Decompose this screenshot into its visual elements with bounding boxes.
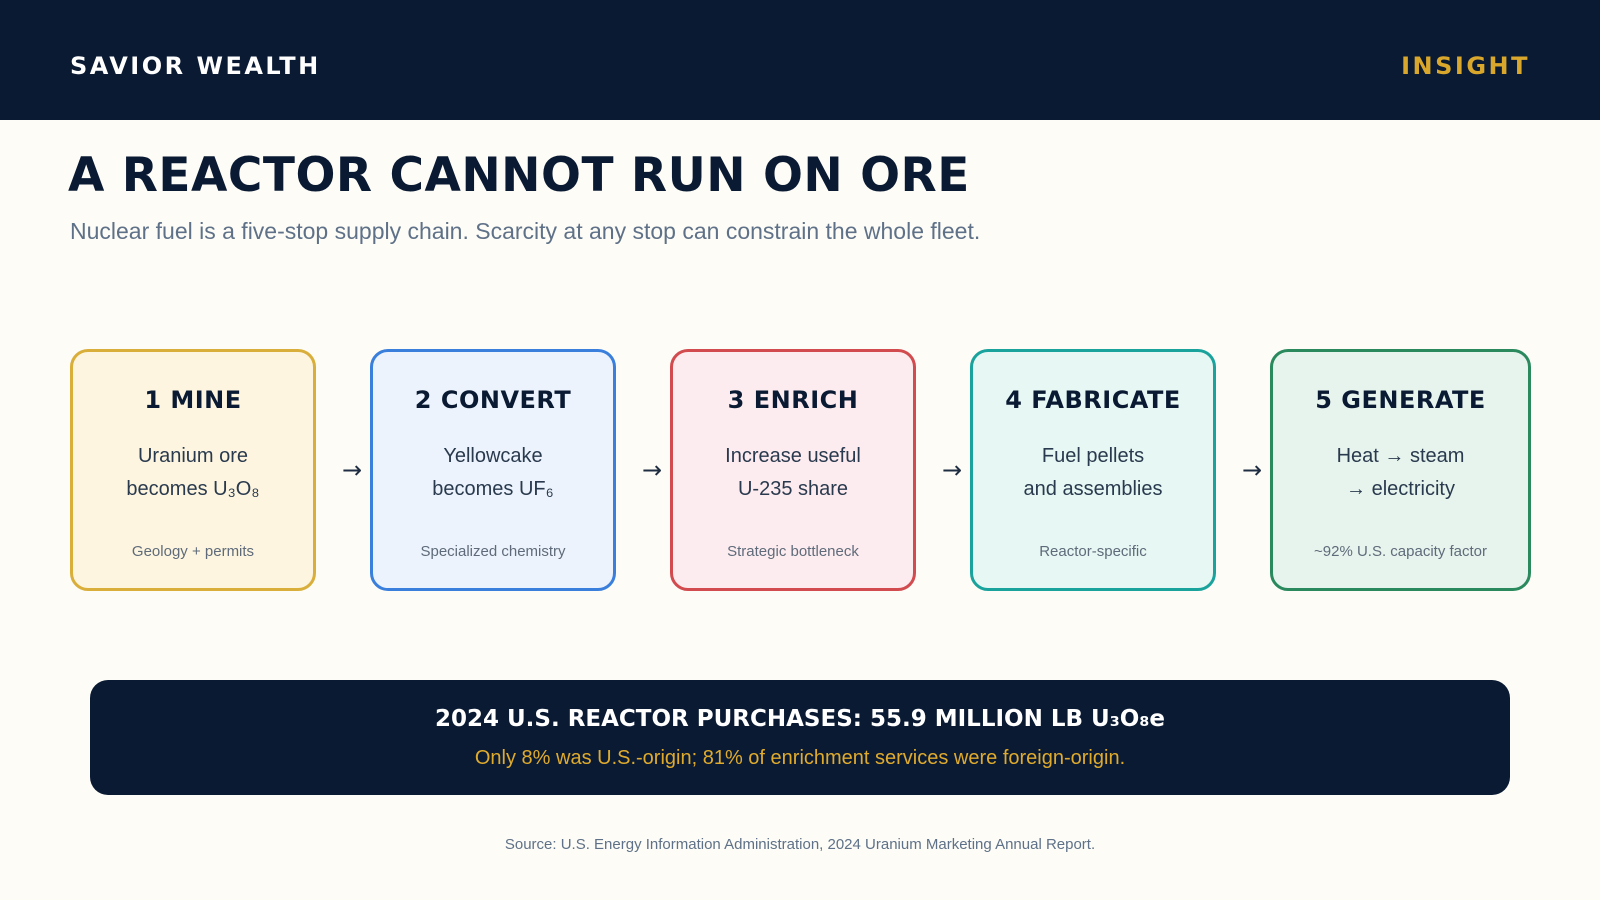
step-title: 4 FABRICATE bbox=[1005, 386, 1181, 414]
step-title: 3 ENRICH bbox=[727, 386, 859, 414]
step-note: Strategic bottleneck bbox=[727, 543, 859, 560]
brand-name: SAVIOR WEALTH bbox=[70, 52, 321, 80]
step-description: Uranium ore becomes U₃O₈ bbox=[79, 440, 307, 506]
step-desc-line: Uranium ore bbox=[137, 445, 249, 467]
step-description: Fuel pellets and assemblies bbox=[979, 440, 1207, 506]
step-card-convert: 2 CONVERT Yellowcake becomes UF₆ Special… bbox=[370, 349, 616, 591]
step-card-enrich: 3 ENRICH Increase useful U-235 share Str… bbox=[670, 349, 916, 591]
step-desc-line: Increase useful bbox=[725, 445, 861, 467]
banner-subline: Only 8% was U.S.-origin; 81% of enrichme… bbox=[474, 747, 1126, 769]
step-desc-line: becomes U₃O₈ bbox=[126, 478, 260, 500]
source-note: Source: U.S. Energy Information Administ… bbox=[504, 836, 1096, 853]
step-desc-line: Yellowcake bbox=[443, 445, 543, 467]
step-description: Heat → steam → electricity bbox=[1279, 440, 1522, 506]
step-card-mine: 1 MINE Uranium ore becomes U₃O₈ Geology … bbox=[70, 349, 316, 591]
insight-tag: INSIGHT bbox=[1401, 52, 1530, 80]
step-note: Reactor-specific bbox=[1039, 543, 1147, 560]
page-subtitle: Nuclear fuel is a five-stop supply chain… bbox=[70, 218, 981, 244]
step-title: 5 GENERATE bbox=[1315, 386, 1486, 414]
step-description: Yellowcake becomes UF₆ bbox=[379, 440, 607, 506]
banner-headline: 2024 U.S. REACTOR PURCHASES: 55.9 MILLIO… bbox=[434, 706, 1166, 732]
step-desc-line: U-235 share bbox=[737, 478, 849, 500]
step-desc-line: Fuel pellets bbox=[1041, 445, 1145, 467]
page-title: A REACTOR CANNOT RUN ON ORE bbox=[68, 148, 970, 203]
step-desc-line: Heat → steam bbox=[1336, 445, 1465, 467]
step-desc-line: and assemblies bbox=[1023, 478, 1163, 500]
header-bar: SAVIOR WEALTH INSIGHT bbox=[0, 0, 1600, 120]
step-desc-line: becomes UF₆ bbox=[432, 478, 554, 500]
step-desc-line: → electricity bbox=[1346, 478, 1455, 500]
step-card-fabricate: 4 FABRICATE Fuel pellets and assemblies … bbox=[970, 349, 1216, 591]
flow-arrow-icon: → bbox=[1241, 456, 1263, 484]
step-note: Specialized chemistry bbox=[420, 543, 566, 560]
step-description: Increase useful U-235 share bbox=[679, 440, 907, 506]
step-note: Geology + permits bbox=[131, 543, 255, 560]
step-title: 2 CONVERT bbox=[414, 386, 572, 414]
flow-arrow-icon: → bbox=[341, 456, 363, 484]
flow-arrow-icon: → bbox=[641, 456, 663, 484]
flow-arrow-icon: → bbox=[941, 456, 963, 484]
step-title: 1 MINE bbox=[144, 386, 242, 414]
step-card-generate: 5 GENERATE Heat → steam → electricity ~9… bbox=[1270, 349, 1531, 591]
step-note: ~92% U.S. capacity factor bbox=[1314, 543, 1487, 560]
stat-banner: 2024 U.S. REACTOR PURCHASES: 55.9 MILLIO… bbox=[90, 680, 1510, 795]
